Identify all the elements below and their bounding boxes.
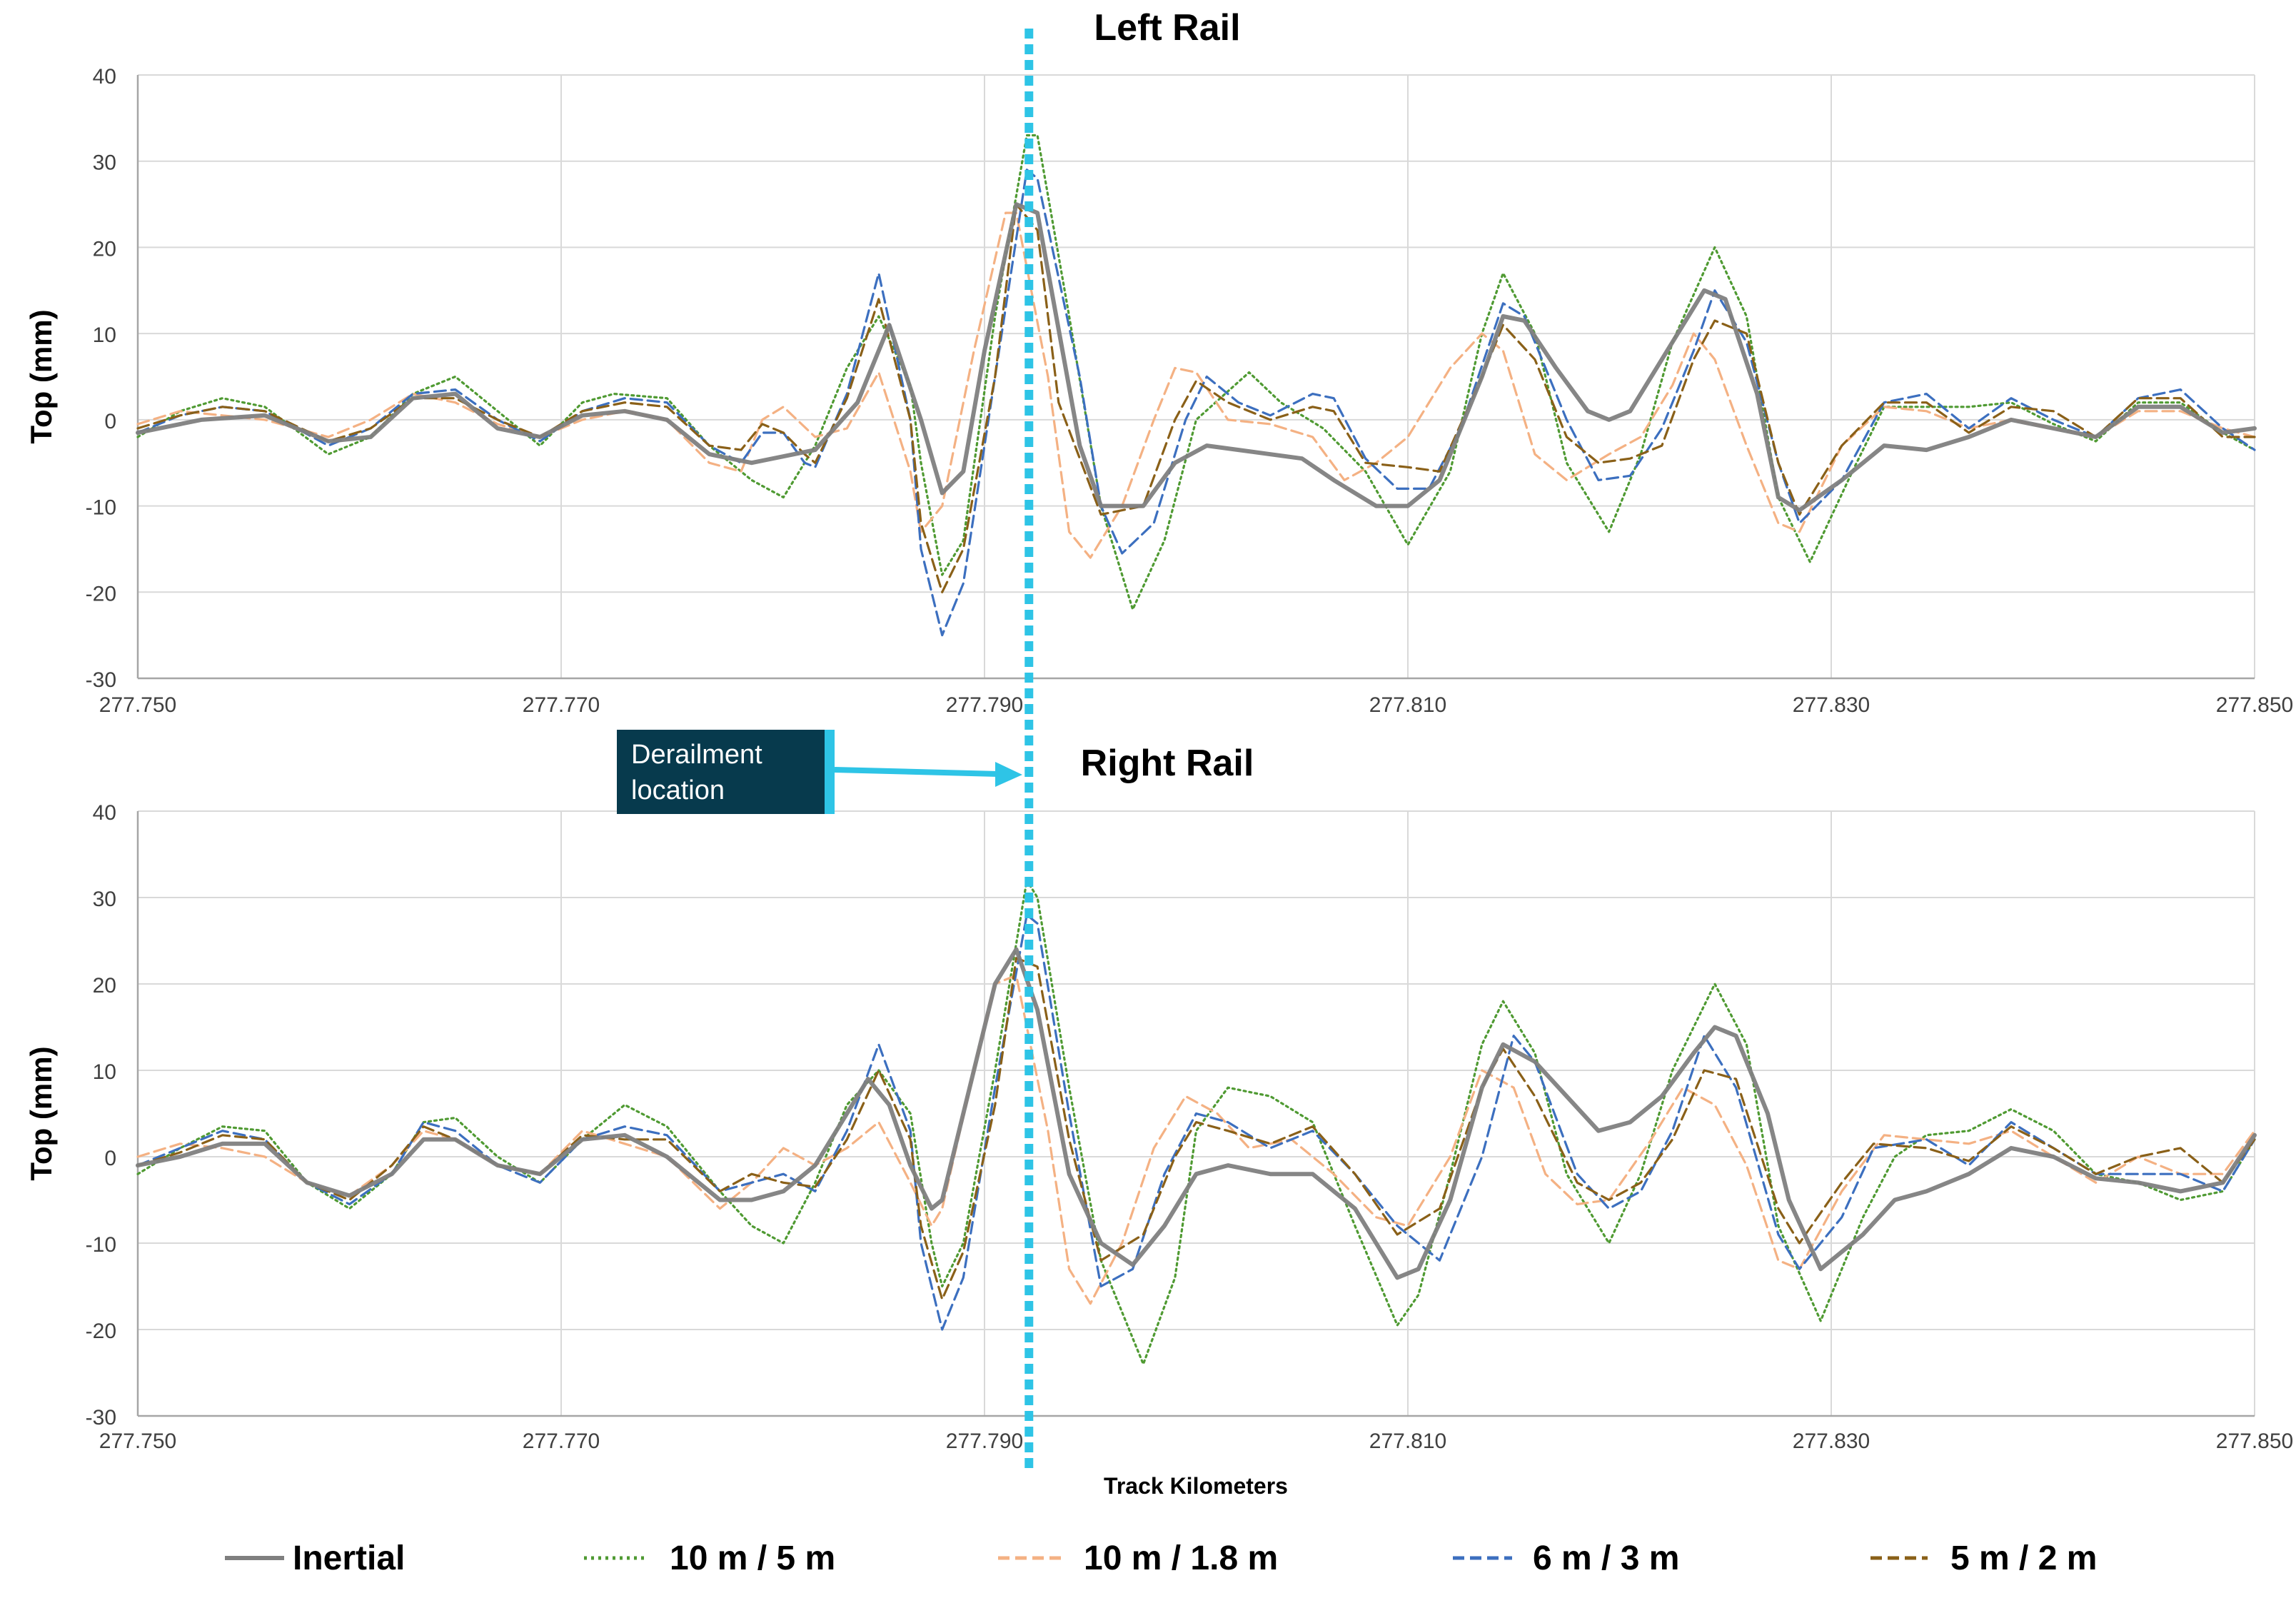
y-tick-label: 0 <box>104 410 116 433</box>
y-tick-label: 30 <box>93 888 116 911</box>
y-tick-label: 40 <box>93 65 116 89</box>
series-line-5-m-2-m <box>136 957 2256 1301</box>
x-tick-label: 277.790 <box>946 1429 1023 1453</box>
callout-accent-bar <box>825 730 835 814</box>
x-tick-label: 277.830 <box>1793 693 1870 717</box>
y-tick-label: -10 <box>86 496 116 520</box>
y-tick-label: -20 <box>86 582 116 605</box>
y-tick-label: -10 <box>86 1233 116 1257</box>
y-tick-label: -20 <box>86 1320 116 1343</box>
series-line-5-m-2-m <box>136 203 2256 593</box>
x-tick-label: 277.790 <box>946 693 1023 717</box>
x-tick-label: 277.810 <box>1369 693 1446 717</box>
x-tick-label: 277.830 <box>1793 1429 1870 1453</box>
y-tick-label: -30 <box>86 1406 116 1429</box>
x-tick-label: 277.770 <box>523 1429 600 1453</box>
y-tick-label: 40 <box>93 801 116 825</box>
derailment-marker <box>834 29 1034 1472</box>
callout-arrow-head <box>995 762 1022 787</box>
derailment-callout-text: Derailment location <box>631 740 762 805</box>
y-tick-label: 20 <box>93 237 116 261</box>
callout-arrow-shaft <box>834 767 999 777</box>
x-tick-label: 277.750 <box>99 693 176 717</box>
legend-label: 6 m / 3 m <box>1533 1539 1679 1577</box>
legend-label: Inertial <box>293 1539 405 1577</box>
series-line-inertial <box>136 202 2257 513</box>
y-tick-label: 10 <box>93 323 116 347</box>
series-line-10-m-1-8-m <box>136 211 2256 559</box>
chart-title: Right Rail <box>1081 743 1254 784</box>
derailment-callout: Derailment location <box>617 730 835 814</box>
x-tick-label: 277.850 <box>2216 1429 2293 1453</box>
series-line-inertial <box>136 947 2257 1280</box>
x-tick-label: 277.770 <box>523 693 600 717</box>
series-line-6-m-3-m <box>136 913 2256 1331</box>
series-line-10-m-5-m <box>136 134 2256 610</box>
y-tick-label: 10 <box>93 1060 116 1084</box>
y-tick-label: 20 <box>93 974 116 998</box>
x-tick-label: 277.850 <box>2216 693 2293 717</box>
y-tick-label: 30 <box>93 151 116 175</box>
legend-label: 10 m / 1.8 m <box>1084 1539 1278 1577</box>
y-tick-label: -30 <box>86 668 116 692</box>
legend-label: 10 m / 5 m <box>670 1539 835 1577</box>
chart-title: Left Rail <box>1094 7 1240 49</box>
x-tick-label: 277.750 <box>99 1429 176 1453</box>
legend-label: 5 m / 2 m <box>1950 1539 2097 1577</box>
y-tick-label: 0 <box>104 1147 116 1170</box>
y-axis-label: Top (mm) <box>24 1046 58 1180</box>
legend: Inertial 10 m / 5 m 10 m / 1.8 m 6 m / 3 m 5… <box>225 1539 2097 1577</box>
x-axis-label: Track Kilometers <box>1104 1473 1288 1499</box>
x-tick-label: 277.810 <box>1369 1429 1446 1453</box>
y-axis-label: Top (mm) <box>24 309 58 443</box>
